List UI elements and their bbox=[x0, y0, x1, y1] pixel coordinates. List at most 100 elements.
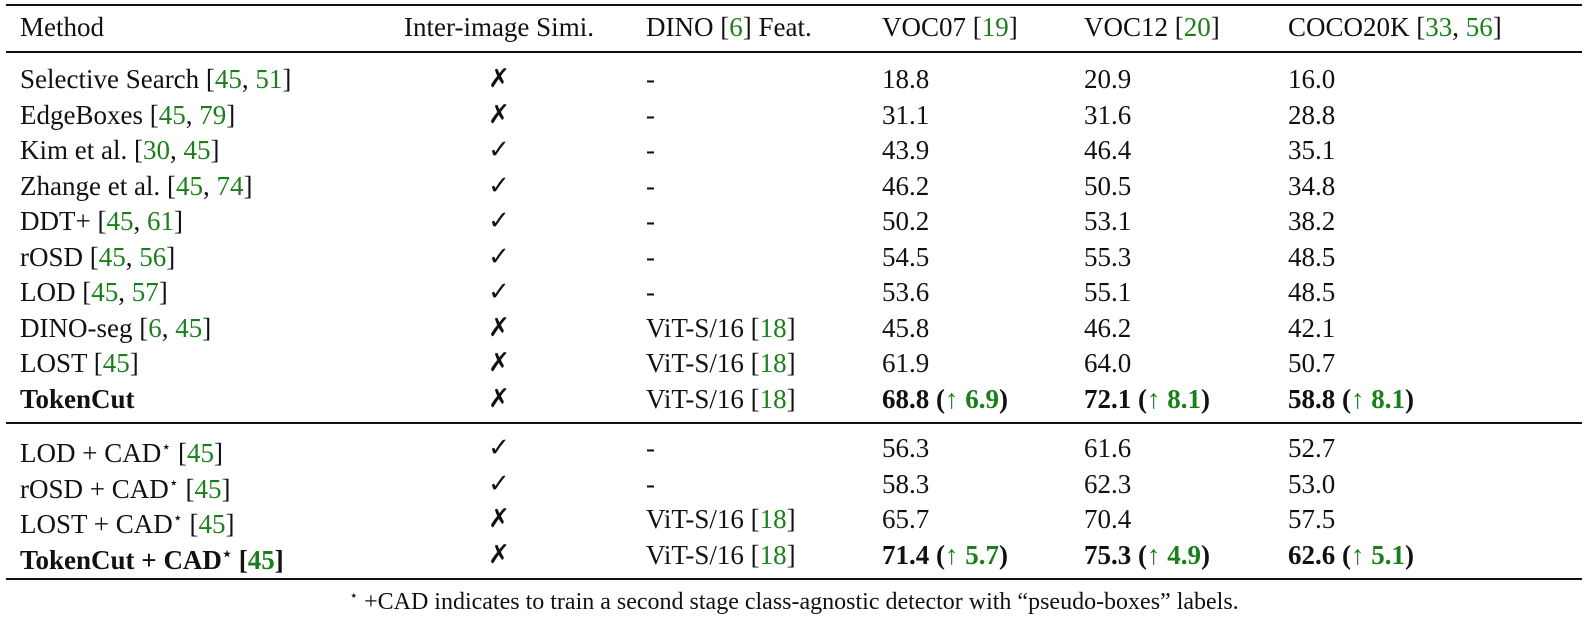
voc07-score: 45.8 bbox=[882, 312, 930, 343]
gain-value: ↑ 5.7 bbox=[945, 539, 999, 570]
citation-ref: 57 bbox=[131, 277, 159, 307]
feature-cell: - bbox=[646, 170, 655, 201]
coco20k-score: 48.5 bbox=[1288, 241, 1336, 272]
voc12-score: 53.1 bbox=[1084, 206, 1132, 236]
citation-ref: 6 bbox=[729, 12, 743, 42]
header-row: Method Inter-image Simi. DINO [6] Feat. … bbox=[6, 9, 1582, 45]
table-row: rOSD [45, 56] ✓ - 54.5 55.3 48.5 bbox=[6, 239, 1582, 275]
feature-cell: - bbox=[646, 99, 655, 130]
coco20k-score: 35.1 bbox=[1288, 135, 1336, 165]
star-mark: ⋆ bbox=[172, 510, 183, 527]
voc07-score: 61.9 bbox=[882, 348, 930, 378]
table-row: LOST + CAD⋆ [45] ✗ ViT-S/16 [18] 65.7 70.4 57… bbox=[6, 501, 1582, 539]
citation-ref: 45 bbox=[247, 544, 275, 575]
feature-cell: - bbox=[646, 433, 655, 463]
gain-value: ↑ 5.1 bbox=[1351, 539, 1405, 570]
coco20k-score: 34.8 bbox=[1288, 170, 1336, 201]
cross-icon: ✗ bbox=[488, 348, 510, 378]
table-row: TokenCut + CAD⋆ [45] ✗ ViT-S/16 [18] 71.4 (… bbox=[6, 537, 1582, 575]
voc07-score: 43.9 bbox=[882, 135, 930, 165]
star-mark: ⋆ bbox=[221, 545, 232, 563]
citation-ref: 45 bbox=[91, 277, 119, 307]
cross-icon: ✗ bbox=[488, 99, 510, 130]
gain-value: ↑ 4.9 bbox=[1147, 539, 1201, 570]
citation-ref: 45 bbox=[214, 64, 242, 94]
voc07-score: 56.3 bbox=[882, 433, 930, 463]
group-divider-rule bbox=[6, 422, 1582, 424]
coco20k-score: 57.5 bbox=[1288, 504, 1336, 534]
check-icon: ✓ bbox=[488, 277, 510, 307]
coco20k-score: 38.2 bbox=[1288, 206, 1336, 236]
voc12-score: 46.4 bbox=[1084, 135, 1132, 165]
voc07-score: 68.8 (↑ 6.9) bbox=[882, 383, 1008, 414]
citation-ref: 45 bbox=[102, 348, 130, 378]
check-icon: ✓ bbox=[488, 433, 510, 463]
citation-ref: 18 bbox=[759, 539, 787, 570]
voc07-score: 53.6 bbox=[882, 277, 930, 307]
citation-ref: 45 bbox=[158, 99, 186, 130]
table-row: Zhange et al. [45, 74] ✓ - 46.2 50.5 34.8 bbox=[6, 168, 1582, 204]
table-row: EdgeBoxes [45, 79] ✗ - 31.1 31.6 28.8 bbox=[6, 97, 1582, 133]
method-cell: Zhange et al. [45, 74] bbox=[20, 170, 253, 201]
header-dino-feat: DINO [6] Feat. bbox=[646, 12, 812, 42]
citation-ref: 56 bbox=[1465, 12, 1493, 42]
feature-cell: - bbox=[646, 468, 655, 499]
feature-cell: ViT-S/16 [18] bbox=[646, 348, 796, 378]
table-footnote: ⋆ +CAD indicates to train a second stage… bbox=[6, 582, 1582, 617]
header-voc07: VOC07 [19] bbox=[882, 12, 1018, 42]
coco20k-score: 42.1 bbox=[1288, 312, 1336, 343]
citation-ref: 45 bbox=[106, 206, 134, 236]
footnote-text: +CAD indicates to train a second stage c… bbox=[364, 589, 1239, 615]
citation-ref: 45 bbox=[175, 170, 203, 201]
method-cell: TokenCut + CAD⋆ [45] bbox=[20, 544, 284, 575]
method-cell: DDT+ [45, 61] bbox=[20, 206, 183, 236]
citation-ref: 45 bbox=[183, 135, 211, 165]
header-voc12: VOC12 [20] bbox=[1084, 12, 1220, 42]
star-mark: ⋆ bbox=[168, 474, 179, 492]
table-row: DDT+ [45, 61] ✓ - 50.2 53.1 38.2 bbox=[6, 203, 1582, 239]
gain-value: ↑ 6.9 bbox=[945, 383, 999, 414]
feature-cell: - bbox=[646, 241, 655, 272]
header-coco20k: COCO20K [33, 56] bbox=[1288, 12, 1502, 42]
citation-ref: 74 bbox=[216, 170, 244, 201]
method-cell: LOST [45] bbox=[20, 348, 139, 378]
footnote-star: ⋆ bbox=[349, 589, 359, 604]
header-inter-image-simi: Inter-image Simi. bbox=[404, 12, 594, 42]
feature-cell: - bbox=[646, 64, 655, 94]
table-row: LOD [45, 57] ✓ - 53.6 55.1 48.5 bbox=[6, 274, 1582, 310]
citation-ref: 20 bbox=[1183, 12, 1211, 42]
check-icon: ✓ bbox=[488, 135, 510, 165]
header-method: Method bbox=[20, 12, 104, 42]
citation-ref: 18 bbox=[759, 312, 787, 343]
voc12-score: 64.0 bbox=[1084, 348, 1132, 378]
method-cell: LOD + CAD⋆ [45] bbox=[20, 438, 223, 468]
voc12-score: 50.5 bbox=[1084, 170, 1132, 201]
citation-ref: 18 bbox=[759, 504, 787, 534]
gain-value: ↑ 8.1 bbox=[1351, 383, 1405, 414]
voc07-score: 71.4 (↑ 5.7) bbox=[882, 539, 1008, 570]
voc12-score: 20.9 bbox=[1084, 64, 1132, 94]
voc12-score: 31.6 bbox=[1084, 99, 1132, 130]
voc07-score: 31.1 bbox=[882, 99, 930, 130]
feature-cell: ViT-S/16 [18] bbox=[646, 504, 796, 534]
citation-ref: 30 bbox=[142, 135, 170, 165]
check-icon: ✓ bbox=[488, 241, 510, 272]
bottom-rule bbox=[6, 578, 1582, 580]
citation-ref: 56 bbox=[139, 241, 167, 272]
feature-cell: - bbox=[646, 206, 655, 236]
cross-icon: ✗ bbox=[488, 504, 510, 534]
citation-ref: 61 bbox=[146, 206, 174, 236]
gain-value: ↑ 8.1 bbox=[1147, 383, 1201, 414]
voc07-score: 46.2 bbox=[882, 170, 930, 201]
method-cell: EdgeBoxes [45, 79] bbox=[20, 99, 236, 130]
table-row: rOSD + CAD⋆ [45] ✓ - 58.3 62.3 53.0 bbox=[6, 466, 1582, 504]
coco20k-score: 58.8 (↑ 8.1) bbox=[1288, 383, 1414, 414]
table-row: DINO-seg [6, 45] ✗ ViT-S/16 [18] 45.8 46.2 42… bbox=[6, 310, 1582, 346]
feature-cell: ViT-S/16 [18] bbox=[646, 539, 796, 570]
citation-ref: 45 bbox=[98, 241, 126, 272]
voc07-score: 58.3 bbox=[882, 468, 930, 499]
citation-ref: 19 bbox=[981, 12, 1009, 42]
coco20k-score: 53.0 bbox=[1288, 468, 1336, 499]
method-cell: DINO-seg [6, 45] bbox=[20, 312, 212, 343]
table-row: Selective Search [45, 51] ✗ - 18.8 20.9 16.0 bbox=[6, 61, 1582, 97]
